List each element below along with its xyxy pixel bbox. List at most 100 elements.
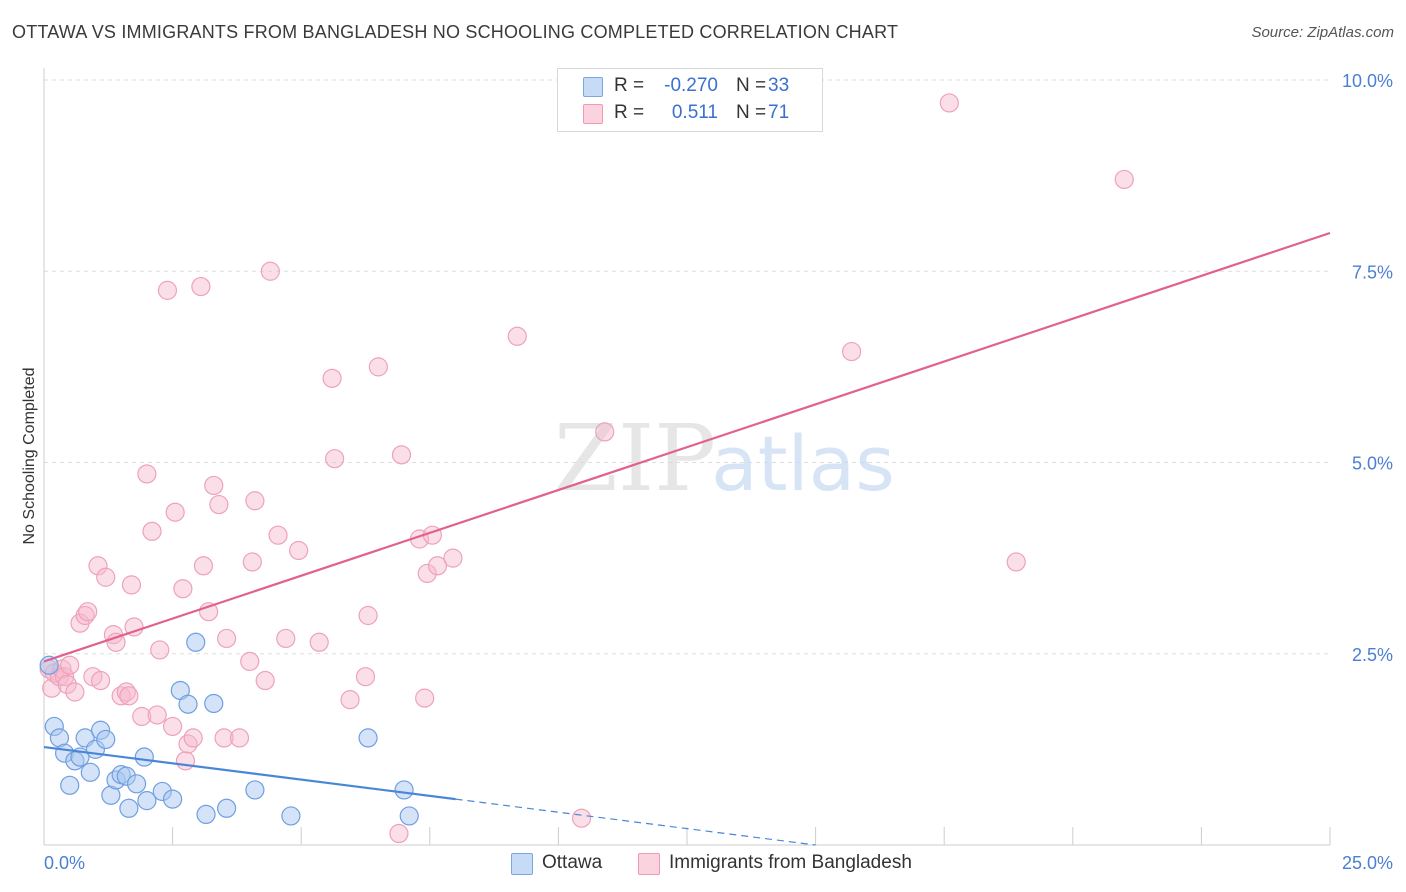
ottawa-point	[204, 693, 224, 714]
legend-n-label: N =	[736, 75, 767, 96]
bangladesh-point	[322, 368, 342, 388]
bangladesh-point	[255, 670, 275, 691]
bangladesh-point	[124, 617, 144, 637]
bangladesh-point	[391, 445, 412, 465]
bangladesh-point	[132, 706, 152, 727]
bangladesh-point	[163, 716, 183, 737]
bangladesh-point	[217, 628, 237, 649]
bangladesh-point	[939, 93, 959, 113]
bangladesh-point	[1114, 169, 1134, 190]
stats-legend: R = -0.270 N = 33 R = 0.511 N = 71	[557, 68, 823, 132]
ottawa-point	[80, 762, 100, 782]
bangladesh-point	[165, 502, 185, 522]
bangladesh-point	[214, 728, 234, 748]
source-label: Source: ZipAtlas.com	[1251, 24, 1394, 41]
bangladesh-point	[57, 674, 77, 694]
bangladesh-point	[325, 449, 345, 469]
ottawa-point	[60, 775, 80, 795]
legend-n-label: N =	[736, 102, 767, 123]
x-tick-marks	[43, 827, 1331, 845]
ottawa-point	[134, 747, 154, 767]
bottom-legend-swatch-ottawa	[511, 853, 533, 875]
bangladesh-point	[204, 475, 224, 496]
bangladesh-point	[137, 464, 157, 484]
ottawa-points	[39, 632, 419, 826]
legend-swatch-ottawa	[583, 77, 603, 97]
y-tick-label: 7.5%	[1352, 262, 1393, 282]
bangladesh-point	[368, 357, 388, 377]
ottawa-point	[163, 789, 183, 809]
trend-lines	[43, 231, 1331, 846]
bangladesh-point	[60, 655, 80, 675]
ottawa-point	[186, 632, 206, 652]
bangladesh-point	[427, 556, 448, 576]
ottawa-point	[245, 780, 265, 800]
bangladesh-point	[595, 422, 615, 442]
bangladesh-point	[121, 575, 142, 595]
bangladesh-point	[96, 567, 116, 587]
bangladesh-trend-line	[43, 231, 1331, 663]
bangladesh-point	[242, 552, 262, 572]
x-tick-label-max: 25.0%	[1342, 853, 1393, 873]
y-tick-label: 2.5%	[1352, 645, 1393, 665]
ottawa-point	[137, 791, 157, 811]
y-tick-label: 5.0%	[1352, 454, 1393, 474]
bangladesh-point	[443, 548, 463, 568]
bangladesh-point	[147, 705, 167, 725]
watermark-zip: ZIP	[554, 405, 716, 512]
bangladesh-point	[229, 728, 250, 748]
ottawa-point	[399, 806, 419, 826]
bangladesh-point	[507, 326, 527, 346]
ottawa-point	[394, 780, 414, 800]
bangladesh-point	[340, 690, 360, 710]
legend-row-ottawa: R = -0.270 N = 33	[558, 74, 822, 100]
bangladesh-point	[119, 686, 139, 706]
bottom-legend-label-bangladesh: Immigrants from Bangladesh	[669, 852, 912, 873]
bangladesh-point	[42, 678, 62, 698]
legend-n-value: 71	[768, 102, 790, 123]
ottawa-point	[96, 729, 116, 750]
gridlines	[44, 79, 1330, 655]
bangladesh-point	[289, 540, 309, 561]
bangladesh-point	[173, 579, 193, 599]
bangladesh-point	[88, 556, 108, 576]
watermark-atlas: atlas	[711, 419, 895, 508]
bangladesh-point	[571, 808, 592, 828]
bangladesh-point	[142, 521, 162, 541]
bangladesh-point	[78, 602, 98, 622]
ottawa-point	[358, 728, 378, 748]
bangladesh-point	[54, 667, 75, 687]
ottawa-trend-extension	[455, 798, 816, 846]
bangladesh-point	[245, 491, 265, 511]
bangladesh-point	[842, 341, 862, 362]
bangladesh-point	[111, 686, 131, 706]
x-tick-label-min: 0.0%	[44, 853, 85, 873]
bottom-legend-label-ottawa: Ottawa	[542, 852, 603, 873]
bangladesh-point	[65, 682, 85, 702]
bangladesh-point	[268, 525, 288, 545]
bangladesh-point	[276, 628, 296, 649]
y-axis-title: No Schooling Completed	[21, 368, 38, 545]
bangladesh-point	[240, 651, 260, 672]
bangladesh-point	[389, 823, 409, 844]
bangladesh-point	[355, 667, 376, 687]
bangladesh-point	[178, 734, 198, 754]
chart-title: OTTAWA VS IMMIGRANTS FROM BANGLADESH NO …	[12, 22, 899, 42]
legend-r-label: R =	[614, 75, 645, 96]
bangladesh-point	[260, 261, 280, 281]
legend-r-value: -0.270	[664, 75, 718, 96]
bangladesh-point	[417, 563, 437, 584]
legend-n-value: 33	[768, 75, 790, 96]
bangladesh-point	[358, 605, 378, 626]
bangladesh-point	[157, 280, 178, 300]
bangladesh-points	[39, 93, 1134, 844]
y-tick-labels: 2.5% 5.0% 7.5% 10.0%	[1342, 71, 1393, 665]
bangladesh-point	[191, 276, 211, 297]
bangladesh-point	[90, 670, 111, 691]
bangladesh-point	[309, 632, 329, 652]
bangladesh-point	[209, 494, 229, 515]
ottawa-point	[196, 804, 216, 825]
ottawa-trend-line	[43, 745, 456, 801]
ottawa-point	[178, 694, 198, 714]
